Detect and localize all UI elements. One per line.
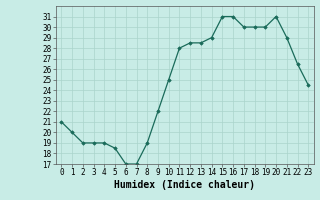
X-axis label: Humidex (Indice chaleur): Humidex (Indice chaleur)	[114, 180, 255, 190]
